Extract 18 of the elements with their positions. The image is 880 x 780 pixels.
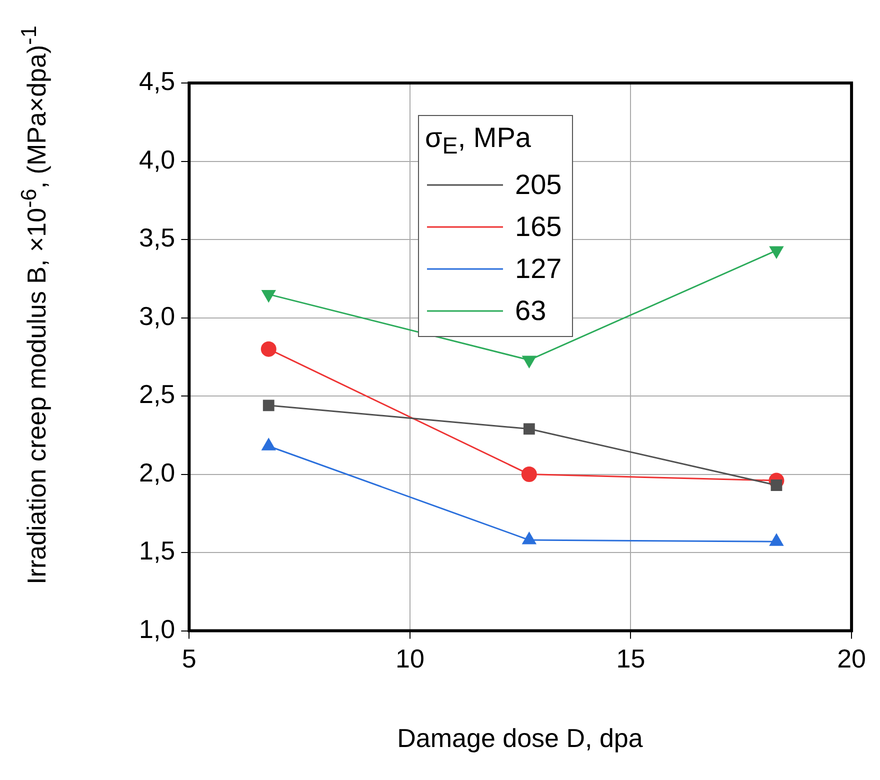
y-tick-label: 2,0 xyxy=(138,457,176,488)
x-axis-title: Damage dose D, dpa xyxy=(396,723,644,754)
legend-label: 63 xyxy=(515,294,546,327)
y-tick-label: 3,0 xyxy=(138,300,176,331)
x-tick-label: 10 xyxy=(395,644,424,674)
y-tick-label: 1,0 xyxy=(138,614,176,644)
legend-label: 205 xyxy=(515,168,562,201)
x-tick-label: 5 xyxy=(182,644,196,674)
x-tick-label: 15 xyxy=(616,644,646,674)
y-tick-label: 4,0 xyxy=(138,144,176,174)
x-tick-label: 20 xyxy=(837,644,866,674)
legend-label: 165 xyxy=(515,210,562,243)
y-tick-label: 3,5 xyxy=(138,222,176,253)
legend-title: σ$_{E}$, MPa xyxy=(425,122,532,160)
legend-label: 127 xyxy=(515,252,562,285)
y-tick-label: 2,5 xyxy=(138,379,176,410)
y-tick-label: 1,5 xyxy=(138,536,176,566)
y-tick-label: 4,5 xyxy=(138,66,176,96)
